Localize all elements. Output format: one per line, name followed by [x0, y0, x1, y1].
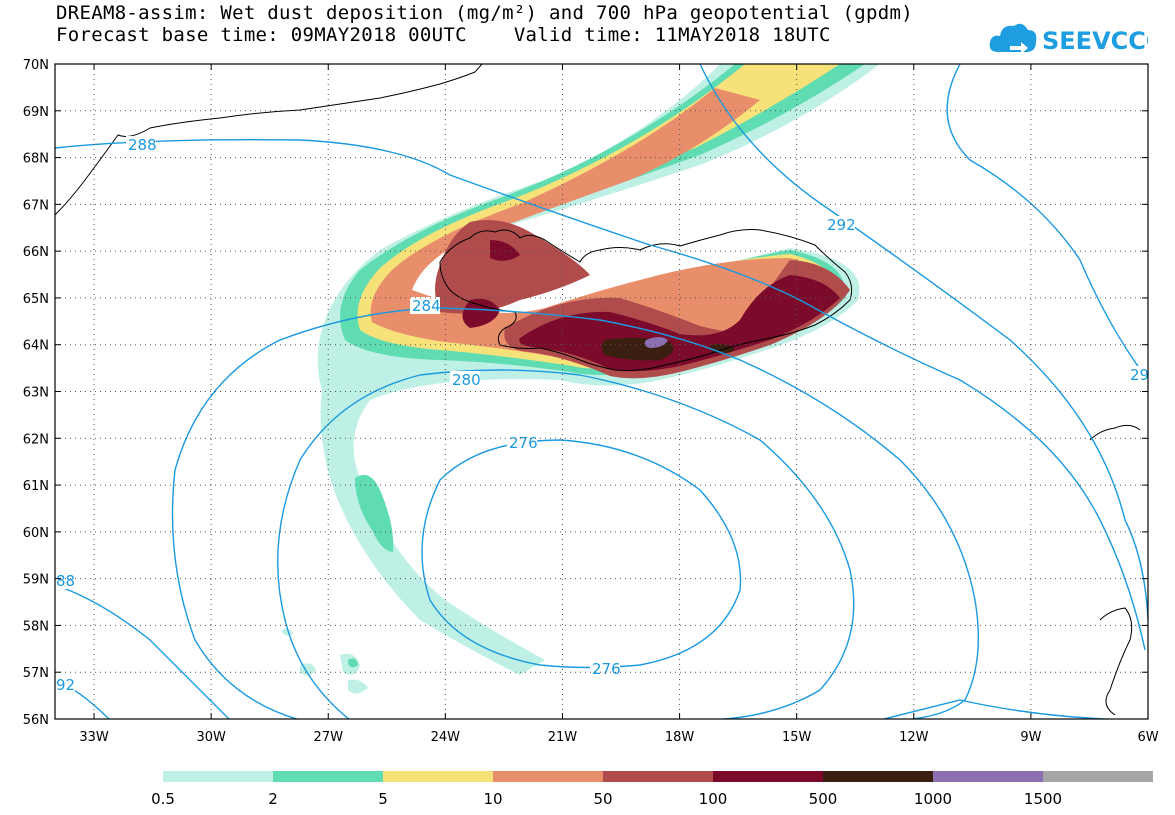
contour-292b: [946, 64, 1148, 381]
lon-label: 12W: [899, 730, 929, 745]
lon-label: 24W: [431, 730, 461, 745]
lat-label: 61N: [23, 479, 49, 494]
lat-label: 63N: [23, 386, 49, 401]
graticule: [55, 64, 1148, 719]
lon-label: 6W: [1137, 730, 1158, 745]
greenland-coastline: [55, 64, 483, 216]
shade-level-1000: [644, 337, 668, 348]
contour-288: [55, 138, 1146, 651]
contour-label-29: 29: [1130, 366, 1149, 384]
contour-label-276b: 276: [592, 660, 621, 678]
geopotential-contours: [55, 64, 1148, 719]
coastlines: [55, 64, 1141, 716]
lat-label: 59N: [23, 573, 49, 588]
contour-label-88: 88: [56, 572, 75, 590]
lat-label: 56N: [23, 713, 49, 728]
lon-label: 9W: [1020, 730, 1041, 745]
lon-label: 21W: [548, 730, 578, 745]
map-title-line-2: Forecast base time: 09MAY2018 00UTC Vali…: [56, 24, 831, 46]
contour-label-92: 92: [56, 676, 75, 694]
lat-label: 57N: [23, 666, 49, 681]
contour-label-292: 292: [827, 216, 856, 234]
lat-label: 66N: [23, 245, 49, 260]
shade-level-100: [462, 240, 840, 372]
lat-label: 58N: [23, 619, 49, 634]
lat-label: 67N: [23, 198, 49, 213]
logo-text: SEEVCCC: [1042, 27, 1148, 55]
contour-284: [171, 307, 1126, 719]
lat-label: 62N: [23, 432, 49, 447]
iceland-coastline: [439, 229, 853, 371]
map-title-line-1: DREAM8-assim: Wet dust deposition (mg/m²…: [56, 2, 913, 24]
contour-280: [277, 369, 855, 719]
lon-label: 27W: [314, 730, 344, 745]
lat-label: 69N: [23, 105, 49, 120]
dust-deposition-shading: [282, 64, 880, 694]
shade-level-10: [370, 88, 833, 363]
contour-label-276a: 276: [509, 434, 538, 452]
lat-label: 65N: [23, 292, 49, 307]
lat-label: 68N: [23, 152, 49, 167]
lon-label: 30W: [196, 730, 226, 745]
contour-label-280: 280: [452, 371, 481, 389]
shade-level-2-patch: [348, 658, 358, 668]
seevccc-logo: SEEVCCC: [989, 23, 1148, 55]
axis-ticks: [55, 63, 1149, 720]
contour-292: [699, 64, 1148, 621]
lat-label: 60N: [23, 526, 49, 541]
faroe-norway-coastline: [1089, 424, 1141, 716]
lon-label: 33W: [79, 730, 109, 745]
lon-label: 18W: [665, 730, 695, 745]
contour-label-288: 288: [128, 136, 157, 154]
shade-level-2-streak: [355, 474, 394, 552]
shade-level-500: [601, 337, 735, 361]
lat-label: 70N: [23, 58, 49, 73]
lat-label: 64N: [23, 339, 49, 354]
contour-label-284: 284: [412, 297, 441, 315]
latitude-labels: 70N 69N 68N 67N 66N 65N 64N 63N 62N 61N 60N 59N 58N 5…: [23, 58, 49, 728]
lon-label: 15W: [782, 730, 812, 745]
contour-276: [421, 439, 742, 669]
cloud-arrow-icon: [989, 23, 1037, 54]
longitude-labels: 33W 30W 27W 24W 21W 18W 15W 12W 9W 6W: [79, 730, 1158, 745]
